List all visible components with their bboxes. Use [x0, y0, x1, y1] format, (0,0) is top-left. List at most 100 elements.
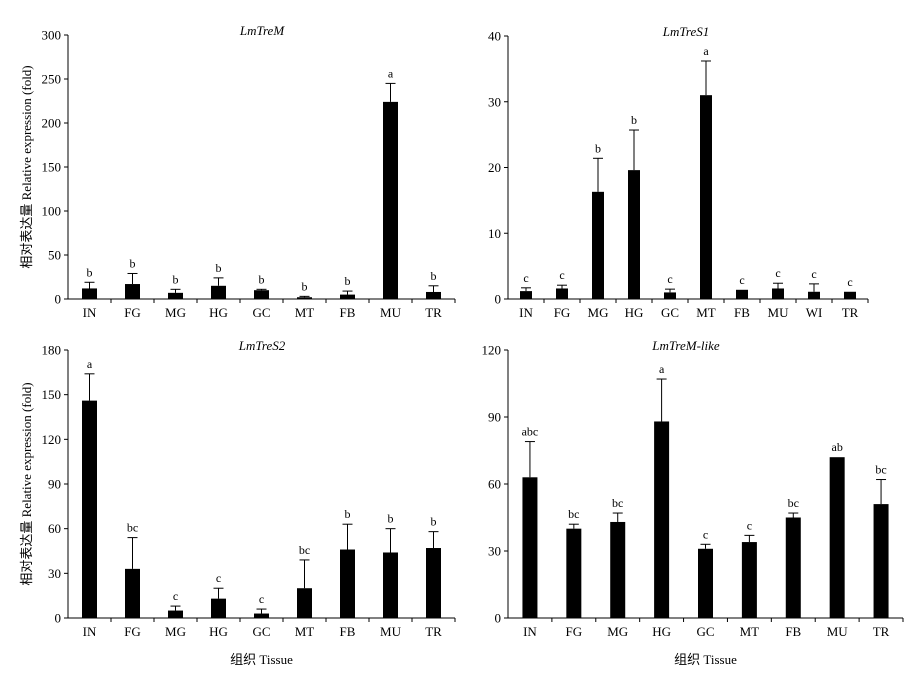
significance-letter: abc — [522, 425, 539, 439]
bar-fg — [566, 528, 582, 618]
y-tick-label: 120 — [42, 432, 62, 447]
significance-letter: ab — [832, 440, 843, 454]
x-tick-label: TR — [425, 624, 442, 639]
bar-gc — [664, 292, 676, 299]
x-tick-label: FB — [785, 624, 801, 639]
bar-mu — [383, 552, 398, 618]
chart-panel-lmtres2: LmTreS2 0 30 60 90 120 150 180 a IN bc FG c MG c HG c GC b… — [19, 338, 456, 667]
y-tick-label: 50 — [48, 248, 61, 263]
x-tick-label: FG — [124, 624, 141, 639]
bar-mg — [610, 521, 626, 618]
significance-letter: a — [87, 357, 93, 371]
y-axis-label: 相对表达量 Relative expression (fold) — [19, 65, 34, 268]
bar-tr — [873, 504, 889, 618]
bar-in — [82, 288, 97, 299]
y-tick-label: 90 — [48, 477, 61, 492]
x-tick-label: MG — [165, 624, 186, 639]
x-tick-label: MT — [696, 305, 716, 320]
x-tick-label: TR — [842, 305, 859, 320]
bar-mu — [772, 288, 784, 299]
significance-letter: c — [667, 272, 672, 286]
chart-title: LmTreS1 — [662, 24, 709, 39]
significance-letter: b — [87, 265, 93, 279]
significance-letter: c — [216, 571, 221, 585]
significance-letter: bc — [612, 496, 623, 510]
bar-mt — [741, 542, 757, 618]
x-axis-label: 组织 Tissue — [230, 652, 293, 667]
x-tick-label: FG — [566, 624, 583, 639]
significance-letter: a — [388, 66, 394, 80]
significance-letter: b — [345, 507, 351, 521]
y-tick-label: 20 — [488, 160, 501, 175]
chart-title: LmTreM — [239, 23, 285, 38]
x-tick-label: MU — [380, 624, 402, 639]
y-tick-label: 150 — [42, 160, 62, 175]
y-tick-label: 0 — [55, 292, 62, 307]
x-tick-label: FG — [124, 305, 141, 320]
bar-fb — [340, 549, 355, 618]
significance-letter: a — [659, 362, 665, 376]
x-tick-label: IN — [519, 305, 533, 320]
x-tick-label: MT — [295, 624, 315, 639]
x-axis-label: 组织 Tissue — [674, 652, 737, 667]
x-tick-label: IN — [523, 624, 537, 639]
significance-letter: c — [739, 273, 744, 287]
significance-letter: c — [559, 268, 564, 282]
bar-hg — [211, 598, 226, 618]
x-tick-label: HG — [209, 305, 228, 320]
x-tick-label: TR — [425, 305, 442, 320]
bar-fb — [785, 517, 801, 618]
significance-letter: b — [595, 141, 601, 155]
significance-letter: c — [775, 266, 780, 280]
bar-fg — [125, 568, 140, 618]
bar-fb — [736, 289, 748, 299]
x-tick-label: GC — [661, 305, 679, 320]
bar-mg — [168, 292, 183, 299]
bar-tr — [426, 548, 441, 618]
significance-letter: c — [259, 592, 264, 606]
bar-hg — [654, 421, 670, 618]
chart-panel-lmtrem-like: LmTreM-like0306090120abcINbcFGbcMGaHGcGC… — [482, 338, 904, 667]
bar-tr — [426, 291, 441, 299]
bar-mt — [297, 297, 312, 299]
x-tick-label: MG — [588, 305, 609, 320]
y-tick-label: 10 — [488, 226, 501, 241]
x-tick-label: FB — [340, 624, 356, 639]
bar-gc — [254, 613, 269, 618]
y-tick-label: 0 — [495, 292, 502, 307]
significance-letter: b — [216, 261, 222, 275]
significance-letter: c — [173, 589, 178, 603]
bar-fg — [125, 284, 140, 299]
y-tick-label: 200 — [42, 116, 62, 131]
significance-letter: b — [173, 272, 179, 286]
x-tick-label: FB — [340, 305, 356, 320]
x-tick-label: GC — [252, 305, 270, 320]
chart-panel-lmtrem: LmTreM 0 50 100 150 200 250 300 b IN b FG b MG b HG b GC b… — [19, 23, 456, 320]
y-tick-label: 120 — [482, 343, 502, 358]
x-tick-label: MT — [740, 624, 760, 639]
significance-letter: b — [431, 515, 437, 529]
significance-letter: c — [847, 275, 852, 289]
x-tick-label: FG — [554, 305, 571, 320]
x-tick-label: FB — [734, 305, 750, 320]
bar-mt — [700, 95, 712, 299]
significance-letter: c — [811, 267, 816, 281]
bar-tr — [844, 291, 856, 299]
x-tick-label: WI — [806, 305, 823, 320]
x-tick-label: MU — [827, 624, 849, 639]
x-tick-label: MG — [165, 305, 186, 320]
y-tick-label: 180 — [42, 343, 62, 358]
bar-hg — [211, 285, 226, 299]
y-tick-label: 60 — [48, 521, 61, 536]
chart-title: LmTreS2 — [238, 338, 286, 353]
x-tick-label: GC — [696, 624, 714, 639]
y-tick-label: 40 — [488, 29, 501, 44]
x-tick-label: IN — [83, 305, 97, 320]
y-tick-label: 90 — [488, 410, 501, 425]
significance-letter: b — [345, 274, 351, 288]
bar-in — [82, 400, 97, 618]
bar-mu — [829, 457, 845, 618]
bar-in — [520, 291, 532, 299]
significance-letter: bc — [788, 496, 799, 510]
x-tick-label: MT — [295, 305, 315, 320]
